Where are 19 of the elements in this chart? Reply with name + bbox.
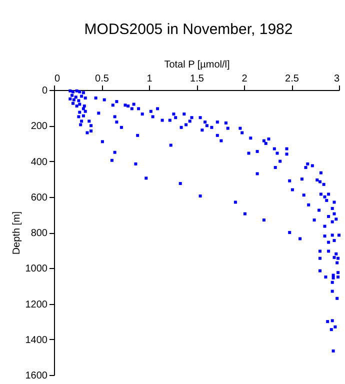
y-tick-label: 0 [42,86,48,96]
y-tick-label: 1200 [25,299,48,310]
x-axis-title: Total P [µmol/l] [164,60,230,70]
x-tick-label: 0 [54,74,60,84]
chart-title: MODS2005 in November, 1982 [84,21,293,38]
y-tick-label: 800 [30,228,48,239]
y-tick-label: 1400 [25,334,48,346]
x-tick-label: 2 [242,74,248,84]
y-tick-label: 1000 [25,264,48,275]
y-tick-label: 200 [30,121,48,132]
x-tick-label: 3 [334,74,340,84]
y-tick-label: 600 [30,192,48,204]
x-tick-label: 2.5 [285,74,300,84]
y-tick-label: 400 [30,156,48,168]
x-tick-label: 1.5 [190,74,204,84]
x-tick-label: 1 [146,74,153,84]
y-axis-title: Depth [m] [11,211,22,255]
y-tick-label: 1600 [25,370,48,382]
x-tick-label: 0.5 [95,74,110,84]
